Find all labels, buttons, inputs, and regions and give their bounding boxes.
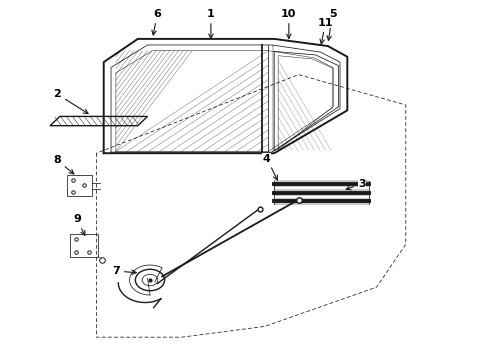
Text: 11: 11 (318, 18, 333, 44)
Text: 2: 2 (53, 89, 88, 113)
Text: 6: 6 (152, 9, 161, 35)
Text: 9: 9 (73, 214, 85, 235)
Text: 4: 4 (263, 154, 277, 180)
Text: 10: 10 (281, 9, 296, 39)
Text: 8: 8 (53, 156, 74, 174)
Text: 1: 1 (207, 9, 215, 39)
Text: 3: 3 (346, 179, 366, 190)
Text: 7: 7 (112, 266, 136, 276)
Text: 5: 5 (327, 9, 337, 40)
